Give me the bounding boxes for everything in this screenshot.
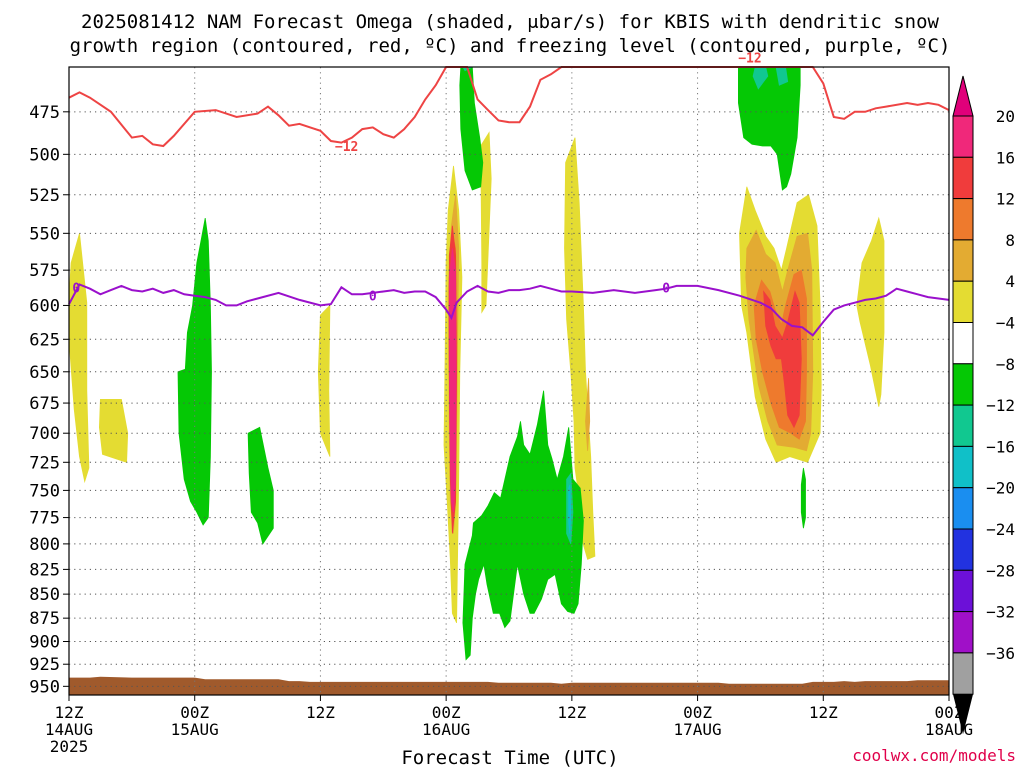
- colorbar-swatch-13: [952, 652, 974, 695]
- contour-label-1-1: 0: [369, 290, 377, 305]
- colorbar-label: −28: [986, 561, 1015, 580]
- omega-region-19: [247, 426, 274, 545]
- watermark: coolwx.com/models: [852, 746, 1016, 765]
- colorbar-swatch-4: [952, 280, 974, 324]
- colorbar-label: −36: [986, 644, 1015, 663]
- x-tick-label: 15AUG: [171, 720, 219, 739]
- contour-label-0-0: −12: [335, 140, 358, 155]
- omega-region-5: [564, 137, 596, 560]
- contour-label-1-0: 0: [72, 281, 80, 296]
- x-tick-label: 12Z: [306, 703, 335, 722]
- colorbar-swatch-2: [952, 198, 974, 241]
- x-tick-label: 18AUG: [925, 720, 973, 739]
- contour-label-1-2: 0: [662, 281, 670, 296]
- colorbar-label: 12: [996, 190, 1015, 209]
- omega-region-10: [585, 378, 591, 451]
- y-tick-label: 700: [29, 424, 60, 444]
- colorbar-swatch-10: [952, 528, 974, 571]
- ground-layer: [69, 676, 949, 695]
- colorbar-swatch-1: [952, 156, 974, 200]
- plot-area: −12 −12 0 0 0: [68, 52, 950, 696]
- y-tick-label: 675: [29, 394, 60, 414]
- pressure-axis: 475 500 525 550 575 600 625 650 675 700 725 750 775 8…: [29, 103, 69, 697]
- colorbar-swatch-6: [952, 363, 974, 406]
- y-tick-label: 475: [29, 103, 60, 123]
- y-tick-label: 625: [29, 330, 60, 350]
- contour-line-1: [68, 283, 950, 337]
- contour-label-0-1: −12: [738, 52, 761, 67]
- colorbar-label: 4: [1005, 272, 1015, 291]
- y-tick-label: 650: [29, 363, 60, 383]
- y-tick-label: 725: [29, 453, 60, 473]
- chart-title-line2: growth region (contoured, red, ºC) and f…: [70, 35, 951, 57]
- colorbar-label: −24: [986, 520, 1015, 539]
- y-tick-label: 800: [29, 535, 60, 555]
- plot-frame: [68, 66, 950, 696]
- colorbar-label: −12: [986, 396, 1015, 415]
- x-tick-label: 2025: [50, 737, 89, 756]
- x-tick-label: 00Z: [432, 703, 461, 722]
- colorbar-swatch-5: [952, 322, 974, 365]
- omega-region-7: [856, 216, 885, 407]
- x-tick-label: 16AUG: [422, 720, 470, 739]
- ground-surface: [69, 676, 949, 695]
- omega-region-21: [800, 467, 806, 529]
- y-tick-label: 750: [29, 481, 60, 501]
- colorbar-label: −32: [986, 603, 1015, 622]
- contour-layer: −12 −12 0 0 0: [68, 52, 950, 337]
- omega-region-1: [98, 398, 129, 463]
- colorbar: 20 16 12 8 4 −4 −8 −12 −16 −20 −24 −28 −32 −36: [952, 75, 1015, 735]
- y-tick-label: 550: [29, 224, 60, 244]
- x-tick-label: 17AUG: [673, 720, 721, 739]
- omega-region-15: [448, 248, 457, 513]
- colorbar-label: −4: [996, 314, 1015, 333]
- y-tick-label: 775: [29, 509, 60, 529]
- x-tick-label: 12Z: [557, 703, 586, 722]
- colorbar-label: −8: [996, 355, 1015, 374]
- x-tick-label: 00Z: [683, 703, 712, 722]
- colorbar-label: −20: [986, 479, 1015, 498]
- y-tick-label: 525: [29, 186, 60, 206]
- colorbar-swatch-9: [952, 487, 974, 530]
- x-axis-label: Forecast Time (UTC): [401, 747, 618, 768]
- y-tick-label: 950: [29, 677, 60, 697]
- colorbar-label: 16: [996, 148, 1015, 167]
- colorbar-bottom-arrow: [953, 694, 973, 735]
- colorbar-swatch-11: [952, 569, 974, 613]
- colorbar-swatch-8: [952, 445, 974, 489]
- x-tick-label: 00Z: [180, 703, 209, 722]
- grid-layer: [69, 67, 949, 695]
- y-tick-label: 850: [29, 585, 60, 605]
- omega-shading-layer: [68, 66, 885, 661]
- x-tick-label: 12Z: [809, 703, 838, 722]
- y-tick-label: 825: [29, 560, 60, 580]
- y-tick-label: 925: [29, 655, 60, 675]
- x-tick-label: 14AUG: [45, 720, 93, 739]
- colorbar-label: −16: [986, 437, 1015, 456]
- contour-line-0: [68, 66, 950, 148]
- y-tick-label: 875: [29, 609, 60, 629]
- colorbar-swatch-12: [952, 611, 974, 654]
- colorbar-label: 20: [996, 107, 1015, 126]
- colorbar-swatch-7: [952, 404, 974, 447]
- colorbar-label: 8: [1005, 231, 1015, 250]
- y-tick-label: 575: [29, 261, 60, 281]
- colorbar-swatch-0: [952, 115, 974, 158]
- y-tick-label: 900: [29, 633, 60, 653]
- omega-region-20: [462, 390, 584, 661]
- colorbar-top-arrow: [952, 75, 974, 117]
- chart-title-line1: 2025081412 NAM Forecast Omega (shaded, μ…: [81, 11, 939, 33]
- x-tick-label: 12Z: [55, 703, 84, 722]
- y-tick-label: 600: [29, 296, 60, 316]
- y-tick-label: 500: [29, 145, 60, 165]
- colorbar-swatch-3: [952, 239, 974, 282]
